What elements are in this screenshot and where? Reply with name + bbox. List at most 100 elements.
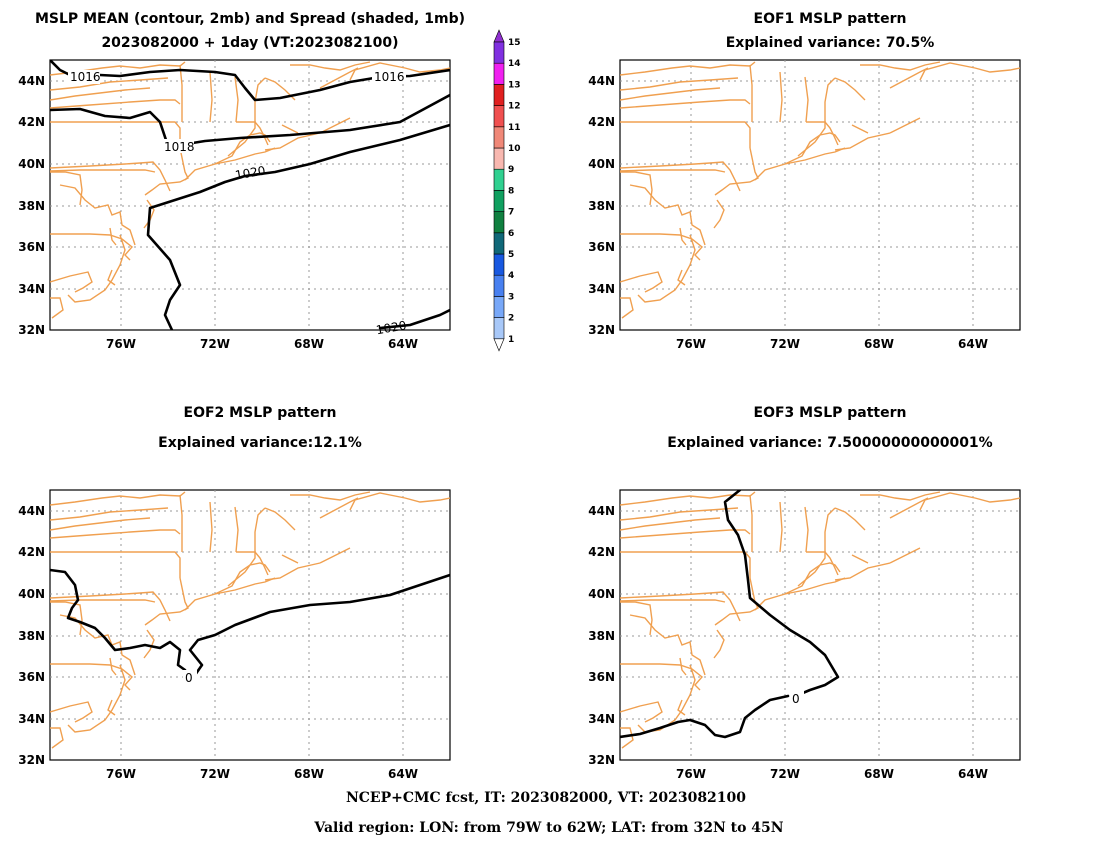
contour-label: 1016 [70, 70, 101, 84]
lon-label: 72W [770, 337, 800, 351]
lat-label: 34N [18, 712, 45, 726]
colorbar-swatch [493, 274, 505, 297]
map-frame [49, 59, 451, 331]
panel-eof1-title-line2: Explained variance: 70.5% [726, 35, 935, 51]
colorbar-swatch [493, 147, 505, 170]
lon-label: 68W [294, 767, 324, 781]
lat-label: 38N [18, 629, 45, 643]
lat-label: 38N [18, 199, 45, 213]
lat-label: 32N [588, 753, 615, 767]
footer-line2: Valid region: LON: from 79W to 62W; LAT:… [313, 820, 783, 836]
colorbar-level-label: 7 [508, 208, 514, 218]
colorbar-swatch [493, 126, 505, 149]
lat-label: 42N [588, 545, 615, 559]
colorbar-level-label: 8 [508, 186, 514, 196]
lat-label: 44N [588, 504, 615, 518]
contour-label: 1020 [234, 163, 267, 182]
panel-eof3: EOF3 MSLP pattern Explained variance: 7.… [588, 405, 1021, 781]
panel-eof1-title-line1: EOF1 MSLP pattern [754, 11, 907, 27]
lon-labels: 76W 72W 68W 64W [676, 337, 988, 351]
panel-eof2: EOF2 MSLP pattern Explained variance:12.… [18, 405, 451, 781]
colorbar-level-label: 1 [508, 335, 514, 345]
colorbar-level-label: 3 [508, 292, 514, 302]
lon-label: 68W [864, 337, 894, 351]
lat-labels: 32N 34N 36N 38N 40N 42N 44N [588, 74, 615, 337]
colorbar-swatch [493, 253, 505, 276]
lat-label: 40N [588, 587, 615, 601]
lon-labels: 76W 72W 68W 64W [676, 767, 988, 781]
colorbar-bottom-triangle [493, 338, 505, 352]
colorbar-level-label: 13 [508, 80, 521, 90]
colorbar-level-label: 6 [508, 229, 514, 239]
footer-line1: NCEP+CMC fcst, IT: 2023082000, VT: 20230… [346, 790, 746, 806]
lat-label: 44N [18, 74, 45, 88]
colorbar-level-label: 4 [508, 271, 514, 281]
colorbar-top-triangle [493, 29, 505, 43]
colorbar-swatch [493, 296, 505, 318]
lat-label: 44N [18, 504, 45, 518]
lat-label: 38N [588, 199, 615, 213]
colorbar-level-label: 2 [508, 314, 514, 324]
colorbar-swatch [493, 211, 505, 234]
lat-labels: 32N 34N 36N 38N 40N 42N 44N [588, 504, 615, 767]
colorbar-swatch [493, 105, 505, 128]
contour-label: 0 [792, 692, 800, 706]
contour-label: 1016 [374, 70, 405, 84]
contours [620, 490, 840, 739]
lat-label: 44N [588, 74, 615, 88]
lon-label: 64W [388, 767, 418, 781]
lat-label: 36N [18, 670, 45, 684]
lon-label: 68W [294, 337, 324, 351]
lat-label: 42N [18, 115, 45, 129]
colorbar-swatch [493, 190, 505, 212]
lon-labels: 76W 72W 68W 64W [106, 337, 418, 351]
panel-eof2-title-line1: EOF2 MSLP pattern [184, 405, 337, 421]
lat-label: 32N [18, 323, 45, 337]
lat-label: 42N [588, 115, 615, 129]
colorbar-level-label: 12 [508, 102, 521, 112]
colorbar-swatch [493, 168, 505, 191]
colorbar-level-label: 14 [508, 59, 521, 69]
lat-label: 36N [588, 240, 615, 254]
lat-label: 32N [18, 753, 45, 767]
lat-label: 32N [588, 323, 615, 337]
colorbar-swatch [493, 62, 505, 85]
panel-eof3-title-line2: Explained variance: 7.50000000000001% [667, 435, 992, 451]
lon-label: 72W [200, 767, 230, 781]
contour-label: 1018 [164, 140, 195, 154]
lat-labels: 32N 34N 36N 38N 40N 42N 44N [18, 74, 45, 337]
colorbar-level-label: 10 [508, 144, 521, 154]
colorbar-level-label: 15 [508, 38, 521, 48]
map-frame [619, 489, 1021, 761]
lat-label: 40N [18, 587, 45, 601]
lon-label: 64W [958, 767, 988, 781]
lat-label: 42N [18, 545, 45, 559]
lat-label: 36N [588, 670, 615, 684]
lon-label: 76W [106, 767, 136, 781]
contours [50, 568, 450, 677]
lat-label: 34N [18, 282, 45, 296]
colorbar-swatch [493, 84, 505, 106]
panel-mean-title-line2: 2023082000 + 1day (VT:2023082100) [101, 35, 398, 51]
colorbar-swatch [493, 317, 505, 340]
lon-label: 76W [106, 337, 136, 351]
lat-label: 38N [588, 629, 615, 643]
panel-eof2-title-line2: Explained variance:12.1% [158, 435, 362, 451]
panel-mean-title-line1: MSLP MEAN (contour, 2mb) and Spread (sha… [35, 11, 465, 27]
contour-label: 1020 [375, 318, 408, 337]
colorbar-swatch [493, 41, 505, 64]
colorbar-level-label: 9 [508, 165, 514, 175]
colorbar-swatch [493, 232, 505, 255]
panel-mean: MSLP MEAN (contour, 2mb) and Spread (sha… [18, 11, 465, 351]
lon-labels: 76W 72W 68W 64W [106, 767, 418, 781]
map-frame [619, 59, 1021, 331]
colorbar-level-label: 11 [508, 123, 521, 133]
contour-label: 0 [185, 671, 193, 685]
colorbar-level-label: 5 [508, 250, 514, 260]
lat-label: 36N [18, 240, 45, 254]
map-frame [49, 489, 451, 761]
lon-label: 64W [958, 337, 988, 351]
lat-labels: 32N 34N 36N 38N 40N 42N 44N [18, 504, 45, 767]
